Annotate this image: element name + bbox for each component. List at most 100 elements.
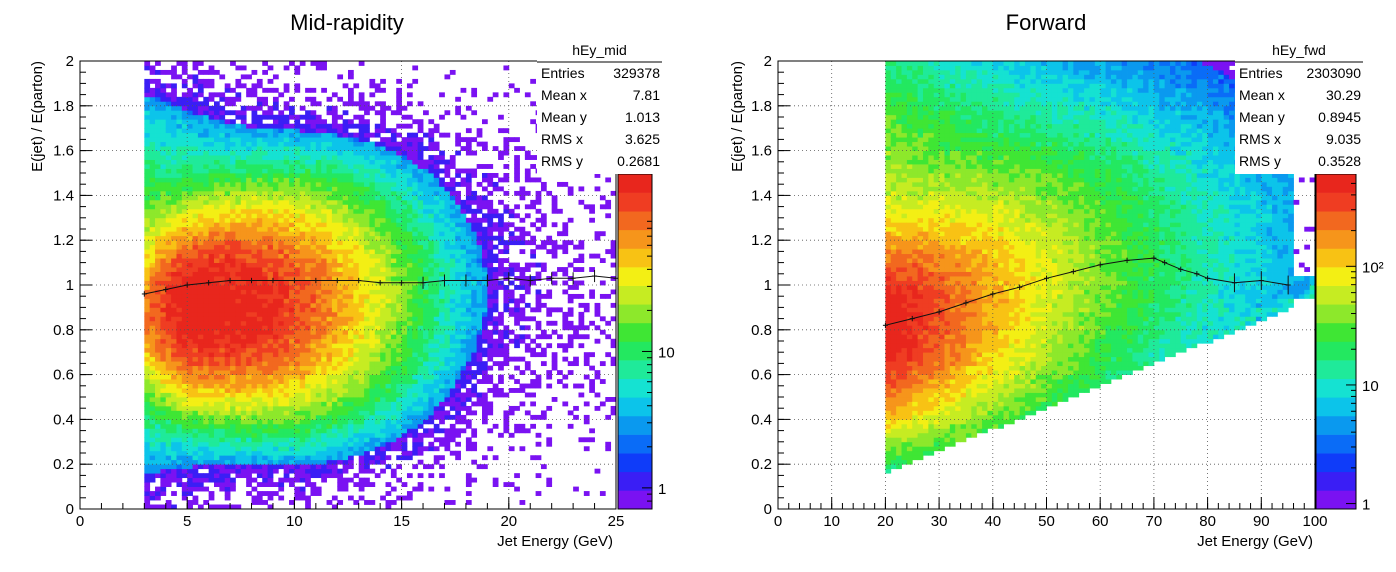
heatmap-cell <box>353 473 360 479</box>
heatmap-cell <box>321 128 327 134</box>
heatmap-cell <box>390 352 397 358</box>
heatmap-cell <box>187 307 193 313</box>
heatmap-cell <box>214 146 220 151</box>
heatmap-cell <box>439 280 445 286</box>
heatmap-cell <box>165 410 172 416</box>
heatmap-cell <box>423 383 429 389</box>
heatmap-cell <box>294 383 301 389</box>
heatmap-cell <box>235 334 242 340</box>
heatmap-cell <box>251 249 258 255</box>
heatmap-cell <box>369 262 376 268</box>
heatmap-cell <box>176 405 183 411</box>
heatmap-cell <box>251 258 258 263</box>
heatmap-cell <box>203 137 210 143</box>
heatmap-cell <box>455 302 461 308</box>
heatmap-cell <box>176 195 183 201</box>
heatmap-cell <box>224 437 231 443</box>
heatmap-cell <box>246 181 252 187</box>
heatmap-cell <box>401 204 408 210</box>
heatmap-cell <box>310 258 317 263</box>
heatmap-cell <box>337 146 344 151</box>
heatmap-cell <box>203 204 210 210</box>
heatmap-cell <box>305 285 311 290</box>
heatmap-cell <box>401 397 408 402</box>
heatmap-cell <box>433 164 440 169</box>
heatmap-cell <box>315 334 322 340</box>
heatmap-cell <box>385 419 392 425</box>
heatmap-cell <box>294 267 301 272</box>
heatmap-cell <box>149 374 156 380</box>
heatmap-cell <box>256 195 263 201</box>
heatmap-cell <box>203 289 210 295</box>
heatmap-cell <box>181 123 188 129</box>
heatmap-cell <box>385 285 392 290</box>
heatmap-cell <box>246 177 252 183</box>
heatmap-cell <box>406 141 413 147</box>
heatmap-cell <box>337 410 344 416</box>
heatmap-cell <box>214 195 220 201</box>
heatmap-cell <box>358 164 365 169</box>
heatmap-cell <box>171 204 177 210</box>
heatmap-cell <box>155 155 161 160</box>
heatmap-cell <box>417 262 424 268</box>
heatmap-cell <box>165 258 172 263</box>
heatmap-cell <box>208 186 215 192</box>
heatmap-cell <box>455 190 461 196</box>
heatmap-cell <box>337 311 344 317</box>
heatmap-cell <box>171 168 177 174</box>
heatmap-cell <box>294 258 301 263</box>
heatmap-cell <box>337 356 344 362</box>
heatmap-cell <box>224 132 231 138</box>
heatmap-cell <box>155 446 161 452</box>
heatmap-cell <box>214 311 220 317</box>
heatmap-cell <box>331 280 338 286</box>
heatmap-cell <box>203 285 210 290</box>
heatmap-cell <box>348 401 354 407</box>
heatmap-cell <box>235 222 242 228</box>
heatmap-cell <box>439 208 445 214</box>
heatmap-cell <box>305 132 311 138</box>
heatmap-cell <box>181 388 188 393</box>
heatmap-cell <box>165 423 172 429</box>
heatmap-cell <box>348 446 354 452</box>
heatmap-cell <box>256 213 263 219</box>
heatmap-cell <box>272 249 279 255</box>
heatmap-cell <box>278 258 285 263</box>
heatmap-cell <box>321 293 327 299</box>
heatmap-cell <box>380 388 386 393</box>
heatmap-cell <box>181 370 188 375</box>
heatmap-cell <box>385 307 392 313</box>
heatmap-cell <box>272 405 279 411</box>
heatmap-cell <box>267 311 274 317</box>
heatmap-cell <box>412 65 419 71</box>
heatmap-cell <box>364 137 370 143</box>
heatmap-cell <box>417 164 424 169</box>
heatmap-cell <box>390 217 397 223</box>
heatmap-cell <box>321 168 327 174</box>
heatmap-cell <box>192 482 199 487</box>
heatmap-cell <box>348 141 354 147</box>
heatmap-cell <box>278 352 285 358</box>
heatmap-cell <box>294 137 301 143</box>
heatmap-cell <box>283 190 290 196</box>
heatmap-cell <box>299 334 306 340</box>
heatmap-cell <box>246 217 252 223</box>
heatmap-cell <box>230 298 236 304</box>
heatmap-cell <box>315 267 322 272</box>
heatmap-cell <box>449 293 456 299</box>
heatmap-cell <box>455 285 461 290</box>
heatmap-cell <box>176 141 183 147</box>
heatmap-cell <box>224 177 231 183</box>
heatmap-cell <box>294 289 301 295</box>
heatmap-cell <box>208 428 215 434</box>
heatmap-cell <box>203 329 210 335</box>
heatmap-cell <box>337 114 344 120</box>
heatmap-cell <box>358 410 365 416</box>
heatmap-cell <box>214 105 220 111</box>
heatmap-cell <box>396 132 402 138</box>
heatmap-cell <box>455 307 461 313</box>
heatmap-cell <box>272 195 279 201</box>
heatmap-cell <box>144 311 151 317</box>
heatmap-cell <box>428 132 435 138</box>
heatmap-cell <box>289 293 295 299</box>
